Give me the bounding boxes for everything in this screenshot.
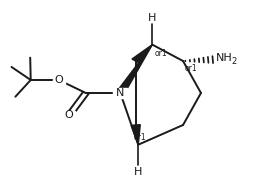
- Text: N: N: [116, 88, 124, 98]
- Polygon shape: [113, 88, 127, 98]
- Text: H: H: [134, 167, 142, 177]
- Text: H: H: [148, 13, 156, 23]
- Text: NH: NH: [216, 53, 233, 63]
- Polygon shape: [132, 45, 152, 63]
- Text: 2: 2: [231, 57, 237, 65]
- Text: O: O: [65, 110, 73, 120]
- Text: O: O: [55, 75, 63, 85]
- Polygon shape: [117, 45, 152, 94]
- Text: or1: or1: [133, 134, 146, 142]
- Polygon shape: [53, 76, 65, 84]
- Polygon shape: [131, 125, 140, 145]
- Text: or1: or1: [185, 64, 198, 73]
- Text: or1: or1: [154, 49, 167, 58]
- Polygon shape: [63, 111, 75, 120]
